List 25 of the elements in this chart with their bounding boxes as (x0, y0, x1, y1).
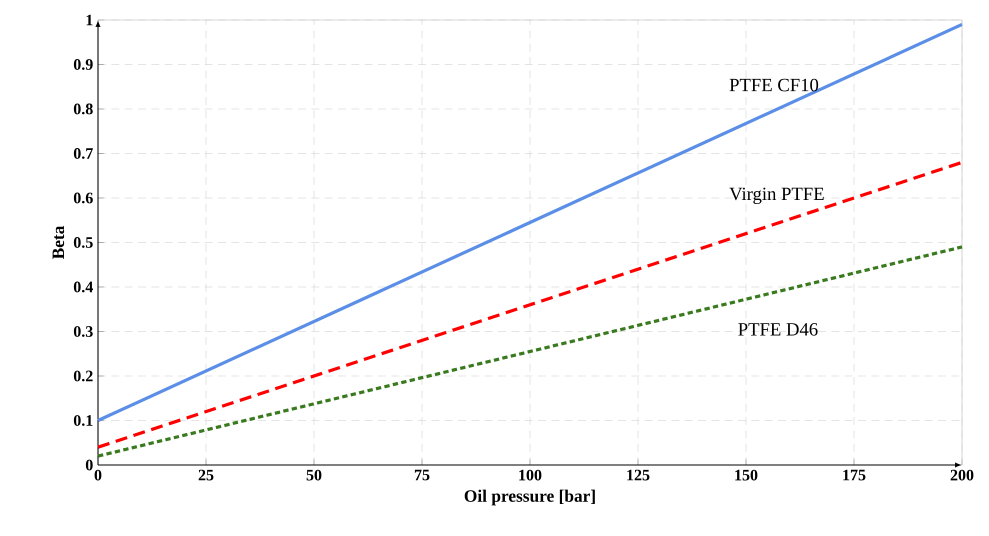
x-axis-title: Oil pressure [bar] (464, 490, 595, 506)
x-tick-label: 75 (414, 470, 430, 480)
y-tick-label: 0.8 (74, 104, 93, 114)
series-label: Virgin PTFE (729, 188, 824, 204)
x-tick-label: 50 (306, 470, 322, 480)
y-tick-label: 0.1 (74, 415, 92, 426)
y-tick-label: 0.5 (74, 237, 93, 248)
y-tick-label: 0 (86, 460, 93, 470)
y-tick-label: 0.7 (74, 148, 93, 159)
series-label: PTFE CF10 (730, 78, 818, 92)
x-tick-label: 200 (950, 470, 974, 480)
x-tick-label: 125 (627, 470, 650, 480)
x-tick-label: 100 (519, 470, 542, 480)
y-axis-title: Beta (52, 226, 64, 260)
x-tick-label: 150 (735, 470, 758, 480)
y-tick-label: 0.6 (74, 192, 93, 204)
x-tick-label: 25 (198, 470, 214, 480)
y-tick-label: 0.3 (74, 326, 93, 337)
x-tick-label: 175 (843, 470, 866, 480)
y-tick-label: 0.4 (74, 282, 93, 292)
series-label: PTFE D46 (738, 323, 818, 336)
x-tick-label: 0 (94, 470, 102, 480)
y-tick-label: 1 (86, 14, 92, 26)
y-tick-label: 0.2 (74, 370, 93, 382)
y-tick-label: 0.9 (74, 59, 93, 70)
